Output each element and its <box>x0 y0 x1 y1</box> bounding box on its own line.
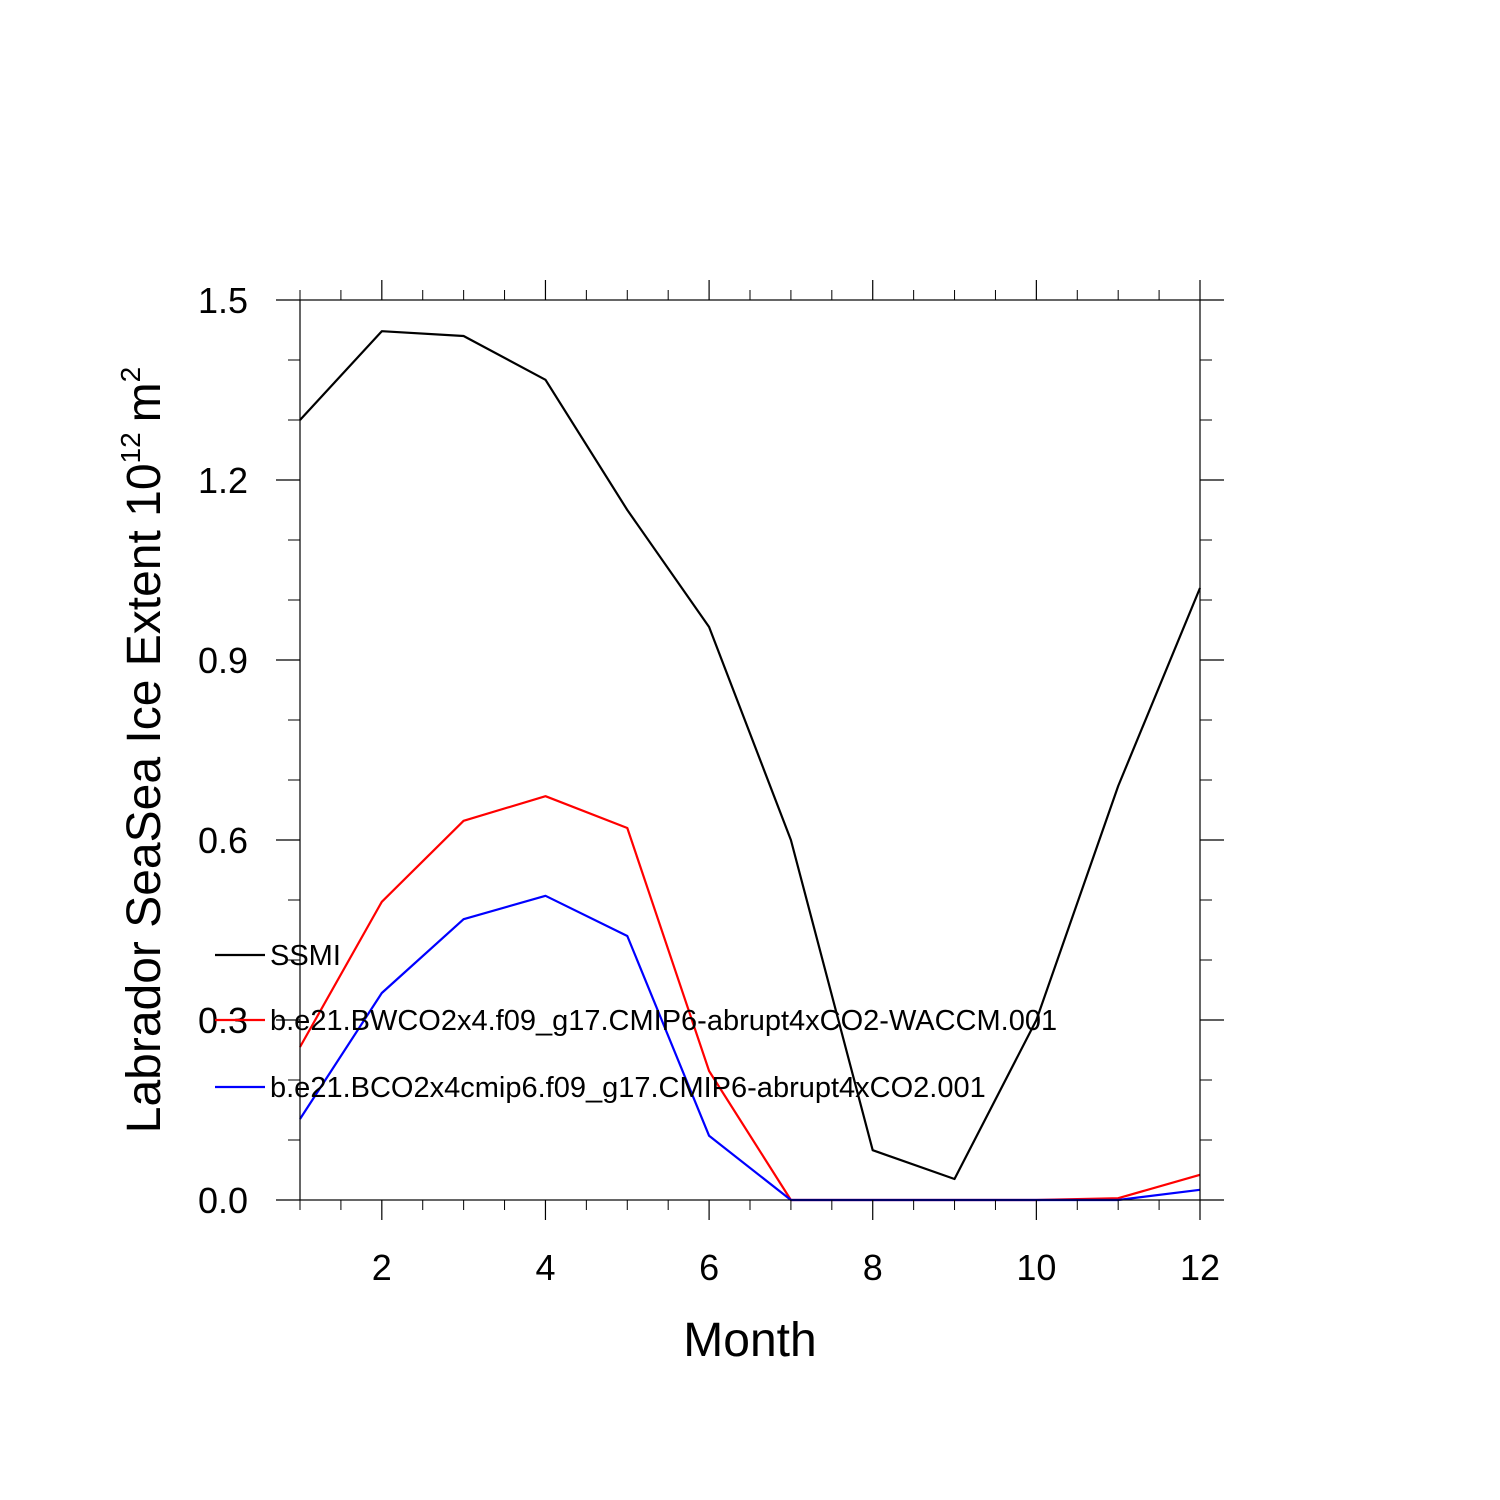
x-tick-label: 6 <box>699 1247 719 1288</box>
x-tick-label: 2 <box>372 1247 392 1288</box>
y-axis-title-unit-exponent: 2 <box>115 367 146 383</box>
y-tick-label: 0.9 <box>198 640 248 681</box>
y-axis-title-main: Labrador SeaSea Ice Extent 10 <box>118 463 171 1133</box>
legend-label-2: b.e21.BWCO2x4.f09_g17.CMIP6-abrupt4xCO2-… <box>270 1005 1057 1037</box>
legend-label-3: b.e21.BCO2x4cmip6.f09_g17.CMIP6-abrupt4x… <box>270 1072 986 1104</box>
y-axis-title-unit: m <box>118 382 171 422</box>
x-tick-label: 12 <box>1180 1247 1220 1288</box>
x-axis-title: Month <box>683 1314 816 1367</box>
axes-layer <box>299 299 1201 1201</box>
y-tick-label: 1.5 <box>198 280 248 321</box>
y-axis-title: Labrador SeaSea Ice Extent 1012 m2 <box>115 367 171 1134</box>
series-layer <box>299 330 1202 1202</box>
x-tick-label: 4 <box>535 1247 555 1288</box>
plot-frame <box>299 299 1201 1201</box>
legend-label-1: SSMI <box>270 940 341 972</box>
x-tick-label: 10 <box>1016 1247 1056 1288</box>
y-tick-label: 0.0 <box>198 1180 248 1221</box>
x-tick-label: 8 <box>863 1247 883 1288</box>
y-tick-label: 0.6 <box>198 820 248 861</box>
legend: SSMI b.e21.BWCO2x4.f09_g17.CMIP6-abrupt4x… <box>215 940 1057 1104</box>
series-line-2 <box>299 795 1201 1202</box>
y-tick-label: 1.2 <box>198 460 248 501</box>
y-axis-title-exponent: 12 <box>115 432 146 463</box>
series-line-1 <box>299 330 1202 1181</box>
